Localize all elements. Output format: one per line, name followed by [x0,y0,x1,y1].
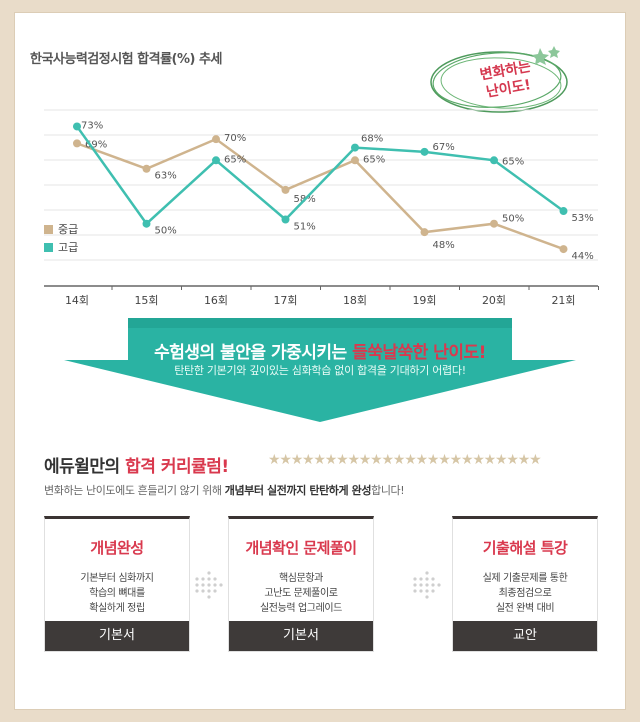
data-point [142,219,151,228]
card-line: 학습의 뼈대를 [89,588,145,599]
card-line: 고난도 문제풀이로 [264,588,338,599]
curriculum-subtitle: 변화하는 난이도에도 흔들리기 않기 위해 개념부터 실전까지 탄탄하게 완성합… [44,482,405,498]
data-label: 65% [224,154,246,165]
card-line: 기본부터 심화까지 [80,573,154,584]
card-description: 핵심문항과 고난도 문제풀이로 실전능력 업그레이드 [229,571,373,616]
curriculum-title-highlight: 합격 커리큘럼! [125,457,229,477]
card-description: 실제 기출문제를 통한 최종점검으로 실전 완벽 대비 [453,571,597,616]
data-point [281,185,290,194]
data-point [142,164,151,173]
x-tick-label: 15회 [134,294,158,307]
data-label: 44% [572,251,594,262]
data-label: 48% [433,240,455,251]
chart-title: 한국사능력검정시험 합격률(%) 추세 [30,52,222,67]
x-tick-label: 21회 [551,294,575,307]
data-point [212,156,220,165]
data-point [73,122,81,131]
data-point [420,147,429,156]
data-point [559,207,568,216]
legend-swatch-intermediate [44,224,53,234]
card-line: 핵심문항과 [278,573,323,584]
card-footer: 기본서 [45,621,189,651]
curriculum-subtitle-bold: 개념부터 실전까지 탄탄하게 완성 [224,484,372,497]
data-label: 50% [502,214,524,225]
card-line: 실전 완벽 대비 [495,603,555,614]
legend-swatch-advanced [44,242,53,252]
data-point [281,215,290,224]
card-footer: 교안 [453,621,597,651]
dotted-arrow-icon [195,571,223,599]
curriculum-subtitle-pre: 변화하는 난이도에도 흔들리기 않기 위해 [44,484,225,497]
data-label: 50% [155,226,177,237]
chart-legend: 중급 고급 [44,220,78,256]
difficulty-banner: 수험생의 불안을 가중시키는 들쑥날쑥한 난이도! 탄탄한 기본기와 깊이있는 … [64,318,576,422]
banner-headline-text: 수험생의 불안을 가중시키는 [154,343,353,363]
x-tick-label: 20회 [482,294,506,307]
line-chart: 14회 15회 16회 17회 18회 19회 20회 21회69%63%70%58%65%4… [44,109,599,307]
data-label: 65% [502,156,524,167]
data-label: 53% [572,213,594,224]
x-tick-label: 16회 [204,294,228,307]
data-point [559,245,568,254]
banner-subline: 탄탄한 기본기와 깊이있는 심화학습 없이 합격을 기대하기 어렵다! [174,364,466,377]
data-point [351,156,359,165]
curriculum-subtitle-post: 합니다! [371,484,405,497]
data-point [212,135,220,144]
curriculum-card-lecture: 기출해설 특강 실제 기출문제를 통한 최종점검으로 실전 완벽 대비 교안 [452,516,598,652]
data-label: 67% [433,142,455,153]
data-point [73,139,81,148]
banner-headline-highlight: 들쑥날쑥한 난이도! [352,343,486,363]
data-label: 65% [363,154,385,165]
curriculum-card-concept: 개념완성 기본부터 심화까지 학습의 뼈대를 확실하게 정립 기본서 [44,516,190,652]
card-footer: 기본서 [229,621,373,651]
legend-label-advanced: 고급 [58,241,79,254]
x-tick-label: 18회 [343,294,367,307]
data-label: 69% [85,139,107,150]
data-label: 68% [361,134,383,145]
star-divider: ★★★★★★★★★★★★★★★★★★★★★★★★ [268,452,542,468]
legend-label-intermediate: 중급 [58,223,79,236]
data-label: 73% [81,120,103,131]
card-description: 기본부터 심화까지 학습의 뼈대를 확실하게 정립 [45,571,189,616]
card-title: 개념확인 문제풀이 [245,539,357,557]
card-line: 실전능력 업그레이드 [260,603,342,614]
curriculum-title-text: 에듀윌만의 [44,457,126,477]
data-label: 51% [294,221,316,232]
card-title: 개념완성 [90,539,144,557]
banner-headline: 수험생의 불안을 가중시키는 들쑥날쑥한 난이도! [64,338,576,363]
data-point [490,156,498,165]
data-point [490,219,498,228]
card-line: 확실하게 정립 [89,603,145,614]
series-line-1 [75,125,565,226]
dotted-arrow-icon [413,571,441,599]
curriculum-card-practice: 개념확인 문제풀이 핵심문항과 고난도 문제풀이로 실전능력 업그레이드 기본서 [228,516,374,652]
banner-arrow-shape [64,318,576,422]
data-label: 63% [155,171,177,182]
x-tick-label: 17회 [273,294,297,307]
circle-scribble-icon [430,46,568,113]
data-label: 70% [224,133,246,144]
data-point [351,143,359,152]
card-line: 실제 기출문제를 통한 [482,573,568,584]
x-tick-label: 14회 [65,294,89,307]
card-title: 기출해설 특강 [482,539,568,557]
data-point [420,228,429,237]
legend-item-intermediate: 중급 [44,220,78,238]
series-line-0 [76,137,564,251]
card-line: 최종점검으로 [498,588,552,599]
curriculum-title: 에듀윌만의 합격 커리큘럼! [44,452,229,477]
legend-item-advanced: 고급 [44,238,78,256]
x-tick-label: 19회 [412,294,436,307]
